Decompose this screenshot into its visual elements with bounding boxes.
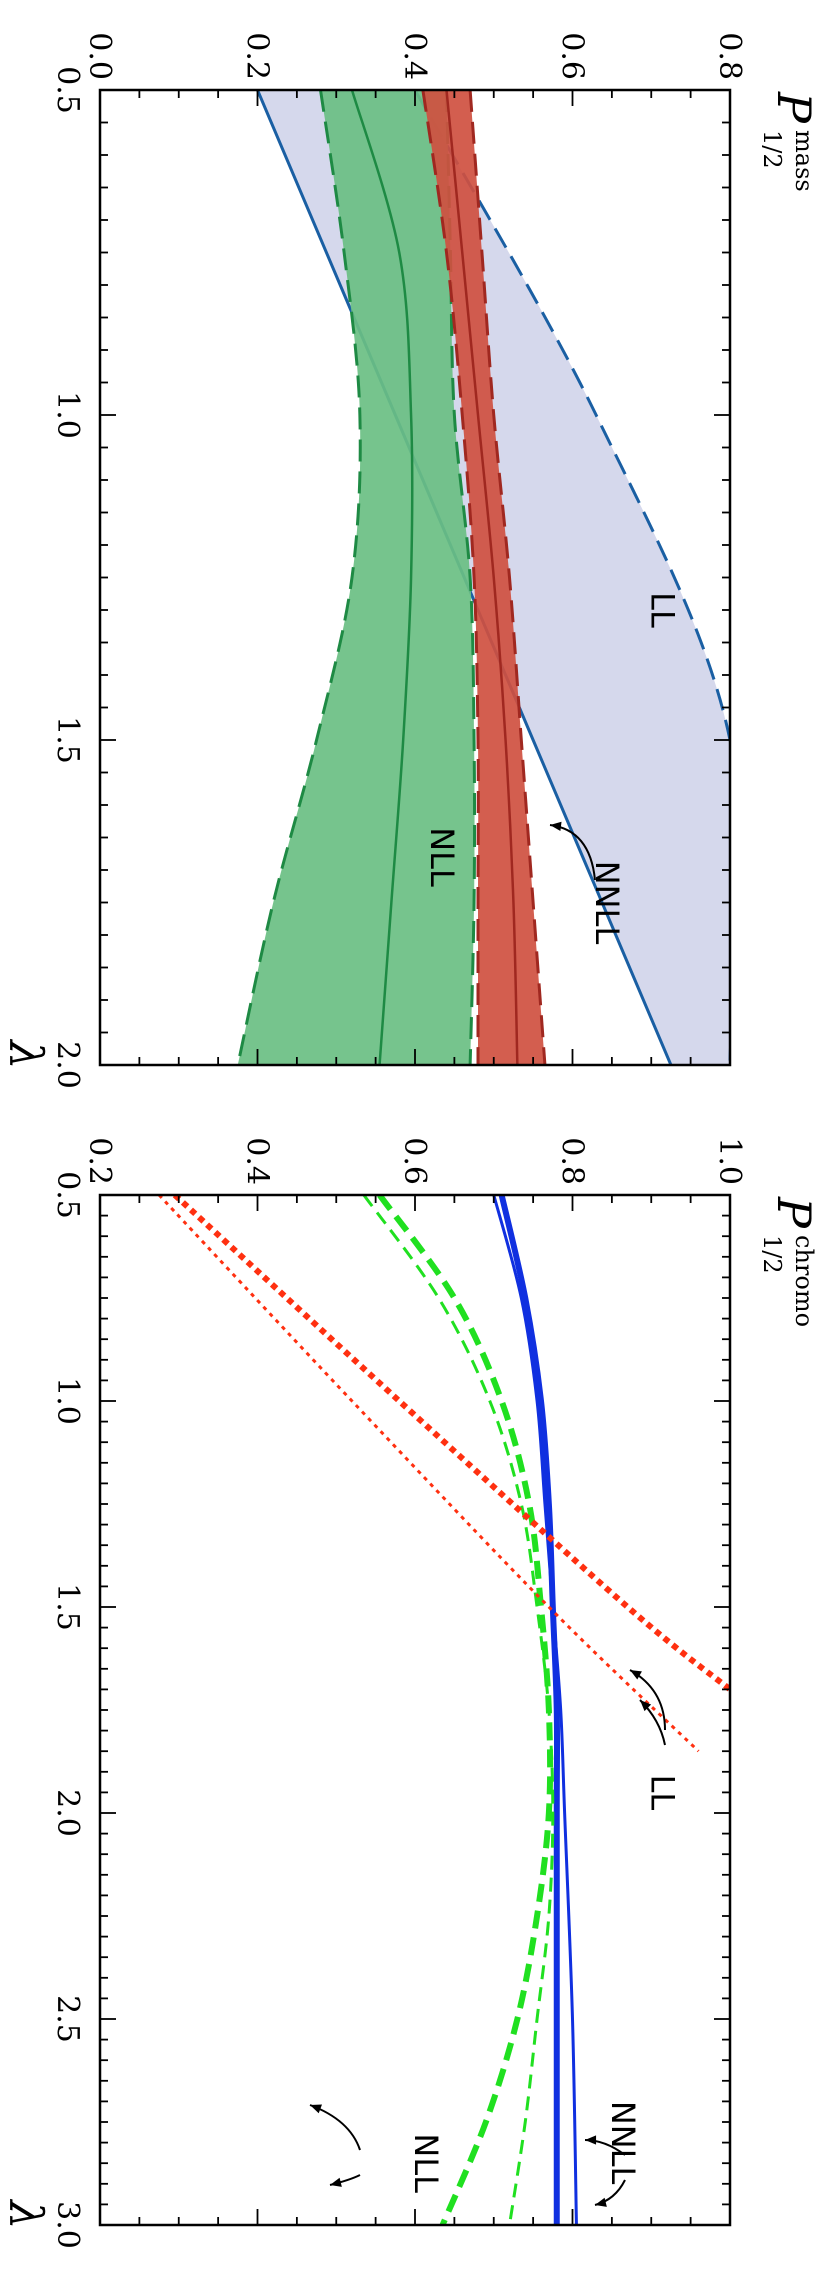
x-tick-label: 1.5 [50, 716, 85, 764]
y-tick-label: 0.2 [240, 32, 275, 80]
x-tick-label: 2.0 [50, 1789, 85, 1837]
arrow-nnll-thin-head [595, 2197, 607, 2207]
annotation-nnll: NNLL [604, 2101, 642, 2185]
y-tick-label: 0.4 [397, 32, 432, 80]
annotation-arrows [309, 821, 666, 2207]
x-axis-title: λ [0, 1038, 53, 1069]
x-tick-label: 2.5 [50, 1995, 85, 2043]
band-nll-central [350, 90, 414, 1065]
band-nll-lower [236, 90, 362, 1065]
x-tick-label: 0.5 [50, 66, 85, 114]
arrow-ll-thick [629, 1669, 666, 1731]
x-tick-label: 3.0 [50, 2201, 85, 2249]
band-nnll-fill [422, 90, 545, 1065]
y-tick-label: 0.8 [712, 32, 747, 80]
x-tick-label: 1.0 [50, 1377, 85, 1425]
y-axis-title: P [767, 1196, 821, 1229]
band-nnll-lower [421, 90, 480, 1065]
arrow-ll-thick-head [630, 1670, 642, 1680]
x-tick-label: 2.0 [50, 1041, 85, 1089]
axes-frame [98, 1193, 732, 2227]
x-tick-label: 1.5 [50, 1583, 85, 1631]
y-tick-label: 0.2 [82, 1137, 117, 1185]
series-nll-thick-2 [377, 1195, 554, 2225]
annotation-ll: LL [643, 592, 681, 628]
y-axis-subscript: 1/2 [758, 130, 786, 169]
series-ll-thick-4 [172, 1195, 730, 1692]
band-nnll-upper [468, 90, 547, 1065]
annotation-nll: NLL [423, 827, 461, 887]
y-axis-superscript: chromo [790, 1235, 818, 1327]
plot-area [236, 90, 730, 1065]
arrow-ll-thin-head [640, 1700, 652, 1712]
series-nll-thin-3 [362, 1195, 555, 2225]
annotation-ll: LL [643, 1775, 681, 1811]
y-tick-label: 0.8 [555, 1137, 590, 1185]
band-nll-fill [237, 90, 475, 1065]
y-tick-label: 0.4 [240, 1137, 275, 1185]
y-axis-superscript: mass [790, 130, 818, 192]
annotation-nll: NLL [407, 2133, 445, 2193]
series-nnll-thin-1 [492, 1195, 578, 2225]
band-nnll-central [445, 90, 519, 1065]
y-axis-title: P [767, 91, 821, 124]
y-tick-label: 0.6 [555, 32, 590, 80]
arrow-nll-thick-head [310, 2104, 322, 2114]
plot-area [157, 1195, 730, 2225]
x-tick-label: 1.0 [50, 391, 85, 439]
panel-chromo: 0.5 1.0 1.5 2.0 2.5 3.0 0.2 0.4 0.6 0.8 1.0 Pchromo… [0, 1137, 821, 2249]
y-tick-label: 0.0 [82, 32, 117, 80]
arrow-nnll-thick-head [585, 2135, 597, 2145]
series-ll-thin-5 [157, 1195, 700, 1753]
arrow-nnll-top-head [550, 821, 562, 832]
y-tick-label: 0.6 [397, 1137, 432, 1185]
arrow-nll-thin-head [330, 2177, 342, 2187]
y-axis-subscript: 1/2 [758, 1235, 786, 1274]
y-tick-label: 1.0 [712, 1137, 747, 1185]
x-axis-title: λ [0, 2198, 53, 2229]
x-tick-label: 0.5 [50, 1171, 85, 1219]
